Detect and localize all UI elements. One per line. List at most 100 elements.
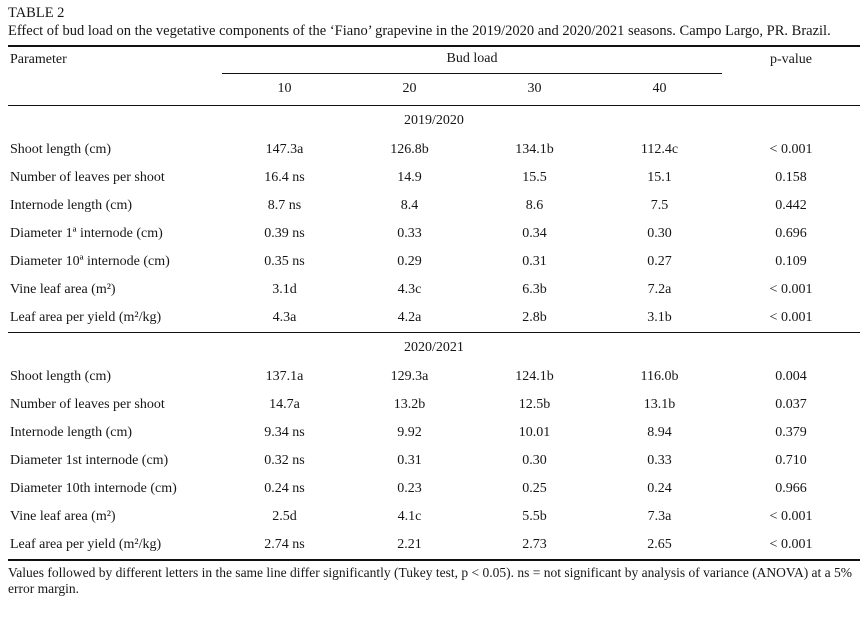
value-cell: 0.30 [522,452,547,468]
table-row: Diameter 1st internode (cm) 0.32 ns 0.31… [8,447,860,475]
value-cell: 0.35 ns [264,253,305,269]
value-cell: 2.74 ns [264,536,305,552]
bud-load-20-header: 20 [402,81,417,96]
value-cell: 0.33 [397,225,422,241]
value-cell: 12.5b [518,396,551,412]
value-cell: 14.9 [397,169,422,185]
p-value-cell: < 0.001 [769,309,813,325]
parameter-column-header: Parameter [10,51,67,67]
p-value-cell: < 0.001 [769,508,813,524]
value-cell: 5.5b [522,508,547,524]
header-row-bud-loads: 10 20 30 40 [8,74,860,105]
p-value-cell: 0.966 [775,480,807,496]
value-cell: 134.1b [515,141,554,157]
p-value-cell: 0.004 [775,368,807,384]
table-row: Diameter 10ª internode (cm) 0.35 ns 0.29… [8,248,860,276]
p-value-cell: 0.109 [775,253,807,269]
value-cell: 8.7 ns [267,197,302,213]
value-cell: 0.31 [397,452,422,468]
value-cell: 137.1a [265,368,304,384]
value-cell: 2.73 [522,536,547,552]
value-cell: 126.8b [390,141,429,157]
p-value-cell: 0.442 [775,197,807,213]
p-value-column-header: p-value [770,51,812,67]
p-value-cell: < 0.001 [769,141,813,157]
value-cell: 13.2b [393,396,426,412]
value-cell: 0.25 [522,480,547,496]
value-cell: 147.3a [265,141,304,157]
value-cell: 0.34 [522,225,547,241]
table-caption: Effect of bud load on the vegetative com… [8,23,831,39]
table-row: Diameter 10th internode (cm) 0.24 ns 0.2… [8,475,860,503]
table-row: Number of leaves per shoot 16.4 ns 14.9 … [8,164,860,192]
table-row: Vine leaf area (m²) 3.1d 4.3c 6.3b 7.2a … [8,276,860,304]
value-cell: 0.33 [647,452,672,468]
value-cell: 3.1b [647,309,672,325]
value-cell: 0.24 ns [264,480,305,496]
p-value-cell: < 0.001 [769,536,813,552]
value-cell: 3.1d [272,281,297,297]
value-cell: 112.4c [640,141,679,157]
season-section-2020-2021: 2020/2021 Shoot length (cm) 137.1a 129.3… [8,331,860,559]
value-cell: 9.34 ns [264,424,305,440]
value-cell: 7.5 [650,197,669,213]
parameter-cell: Diameter 1ª internode (cm) [10,225,163,241]
table-header: Parameter Bud load p-value 10 20 30 40 [8,47,860,106]
bud-load-group-header: Bud load [222,46,722,74]
value-cell: 8.94 [647,424,672,440]
value-cell: 16.4 ns [264,169,305,185]
parameter-cell: Diameter 10ª internode (cm) [10,253,170,269]
table-row: Shoot length (cm) 147.3a 126.8b 134.1b 1… [8,136,860,164]
bud-load-30-header: 30 [527,81,542,96]
table-row: Shoot length (cm) 137.1a 129.3a 124.1b 1… [8,363,860,391]
p-value-cell: 0.158 [775,169,807,185]
value-cell: 0.24 [647,480,672,496]
value-cell: 2.65 [647,536,672,552]
table-row: Vine leaf area (m²) 2.5d 4.1c 5.5b 7.3a … [8,503,860,531]
value-cell: 129.3a [390,368,429,384]
value-cell: 10.01 [518,424,551,440]
parameter-cell: Number of leaves per shoot [10,169,165,185]
value-cell: 15.1 [647,169,672,185]
season-header: 2019/2020 [404,112,464,128]
p-value-cell: 0.037 [775,396,807,412]
table-row: Leaf area per yield (m²/kg) 4.3a 4.2a 2.… [8,304,860,332]
value-cell: 9.92 [397,424,422,440]
bud-load-10-header: 10 [277,81,292,96]
header-row-groups: Parameter Bud load p-value [8,47,860,74]
value-cell: 0.27 [647,253,672,269]
season-section-2019-2020: 2019/2020 Shoot length (cm) 147.3a 126.8… [8,106,860,332]
value-cell: 124.1b [515,368,554,384]
value-cell: 0.30 [647,225,672,241]
parameter-cell: Vine leaf area (m²) [10,281,116,297]
parameter-cell: Vine leaf area (m²) [10,508,116,524]
parameter-cell: Diameter 10th internode (cm) [10,480,177,496]
season-header: 2020/2021 [404,339,464,355]
parameter-cell: Leaf area per yield (m²/kg) [10,536,162,552]
parameter-cell: Shoot length (cm) [10,368,112,384]
value-cell: 0.32 ns [264,452,305,468]
value-cell: 7.2a [647,281,672,297]
value-cell: 6.3b [522,281,547,297]
value-cell: 2.8b [522,309,547,325]
table-row: Number of leaves per shoot 14.7a 13.2b 1… [8,391,860,419]
parameter-cell: Internode length (cm) [10,197,133,213]
parameter-cell: Diameter 1st internode (cm) [10,452,169,468]
parameter-cell: Shoot length (cm) [10,141,112,157]
table-label: TABLE 2 [8,5,65,21]
table-row: Internode length (cm) 8.7 ns 8.4 8.6 7.5… [8,192,860,220]
table-footnote: Values followed by different letters in … [8,564,853,597]
value-cell: 0.39 ns [264,225,305,241]
value-cell: 14.7a [269,396,300,412]
value-cell: 0.23 [397,480,422,496]
value-cell: 15.5 [522,169,547,185]
value-cell: 2.5d [272,508,297,524]
value-cell: 116.0b [640,368,679,384]
value-cell: 4.2a [397,309,422,325]
value-cell: 0.31 [522,253,547,269]
parameter-cell: Leaf area per yield (m²/kg) [10,309,162,325]
table-row: Diameter 1ª internode (cm) 0.39 ns 0.33 … [8,220,860,248]
value-cell: 13.1b [643,396,676,412]
value-cell: 2.21 [397,536,422,552]
parameter-cell: Number of leaves per shoot [10,396,165,412]
